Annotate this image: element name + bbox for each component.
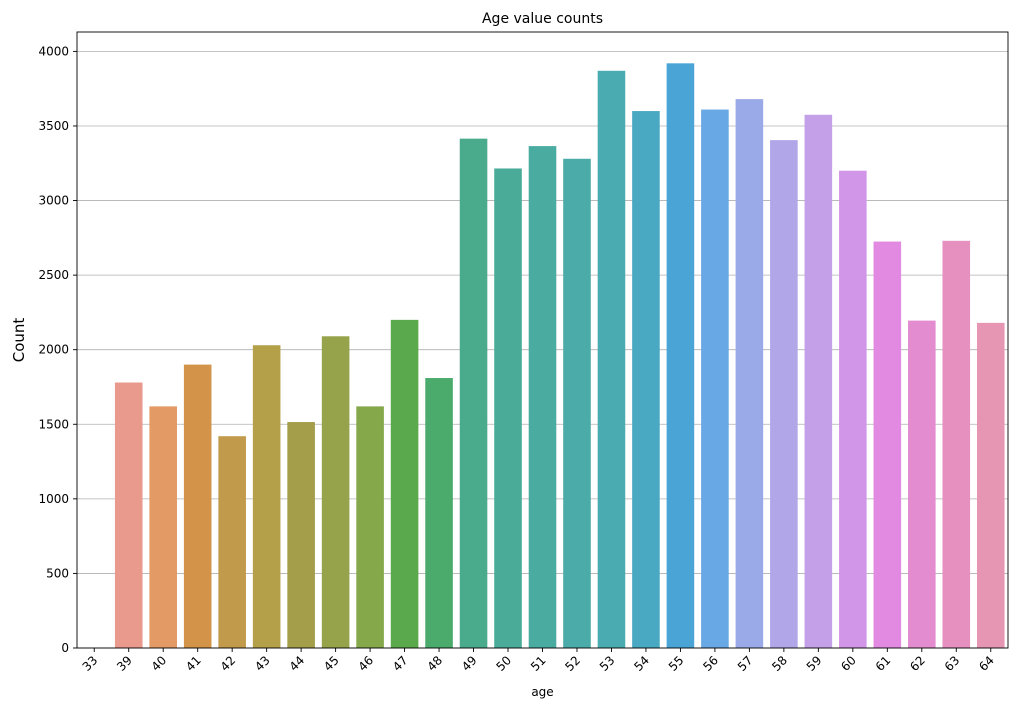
bar-41 [183, 364, 212, 648]
bar-57 [735, 99, 764, 648]
y-tick-label: 2500 [38, 268, 69, 282]
bar-39 [114, 382, 143, 648]
y-tick-label: 3000 [38, 194, 69, 208]
x-tick-label: 63 [942, 653, 963, 674]
y-tick-label: 3500 [38, 119, 69, 133]
x-tick-label: 56 [700, 653, 721, 674]
x-tick-label: 54 [631, 653, 652, 674]
y-tick-label: 500 [46, 566, 69, 580]
x-axis-title: age [531, 685, 553, 699]
bar-43 [252, 345, 281, 648]
bar-63 [942, 240, 971, 649]
bar-44 [287, 422, 315, 648]
bar-49 [459, 138, 488, 648]
bar-40 [149, 406, 177, 648]
x-tick-label: 60 [838, 653, 859, 674]
x-tick-label: 46 [356, 653, 377, 674]
x-tick-label: 57 [735, 653, 756, 674]
x-tick-label: 41 [183, 653, 204, 674]
x-tick-label: 33 [80, 653, 101, 674]
bar-55 [666, 63, 695, 649]
bar-62 [908, 320, 936, 648]
x-tick-label: 55 [666, 653, 687, 674]
bar-60 [839, 170, 867, 649]
y-tick-label: 4000 [38, 44, 69, 58]
bar-45 [321, 336, 350, 648]
x-tick-label: 40 [149, 653, 170, 674]
bar-52 [563, 158, 591, 648]
x-tick-label: 52 [562, 653, 583, 674]
bar-56 [701, 109, 729, 648]
x-tick-label: 43 [252, 653, 273, 674]
y-tick-label: 1500 [38, 417, 69, 431]
chart-title: Age value counts [482, 11, 603, 27]
x-tick-label: 62 [907, 653, 928, 674]
bar-42 [218, 436, 246, 648]
x-tick-label: 47 [390, 653, 411, 674]
axes: 0 500 1000 1500 2000 2500 3000 3500 4000 33 39 40 41… [38, 31, 1009, 674]
x-tick-label: 58 [769, 653, 790, 674]
x-tick-label: 42 [218, 653, 239, 674]
bar-50 [494, 168, 522, 648]
x-tick-label: 61 [873, 653, 894, 674]
x-tick-label: 39 [114, 653, 135, 674]
bar-64 [976, 322, 1005, 648]
x-tick-label: 59 [804, 653, 825, 674]
x-tick-label: 48 [424, 653, 445, 674]
bar-54 [632, 111, 660, 649]
bars [80, 63, 1005, 649]
bar-47 [390, 319, 419, 648]
bar-59 [804, 114, 833, 648]
x-tick-label: 53 [597, 653, 618, 674]
bar-51 [528, 146, 557, 649]
y-tick-label: 0 [61, 641, 69, 655]
x-tick-label: 50 [493, 653, 514, 674]
x-tick-label: 51 [528, 653, 549, 674]
bar-58 [770, 140, 798, 648]
x-tick-label: 64 [976, 653, 997, 674]
y-axis-title: Count [10, 318, 28, 363]
y-tick-label: 1000 [38, 492, 69, 506]
y-tick-label: 2000 [38, 343, 69, 357]
x-tick-label: 44 [287, 653, 308, 674]
bar-61 [873, 241, 902, 648]
bar-46 [356, 406, 384, 648]
x-tick-label: 45 [321, 653, 342, 674]
bar-48 [425, 378, 453, 648]
x-tick-label: 49 [459, 653, 480, 674]
bar-53 [597, 70, 626, 648]
